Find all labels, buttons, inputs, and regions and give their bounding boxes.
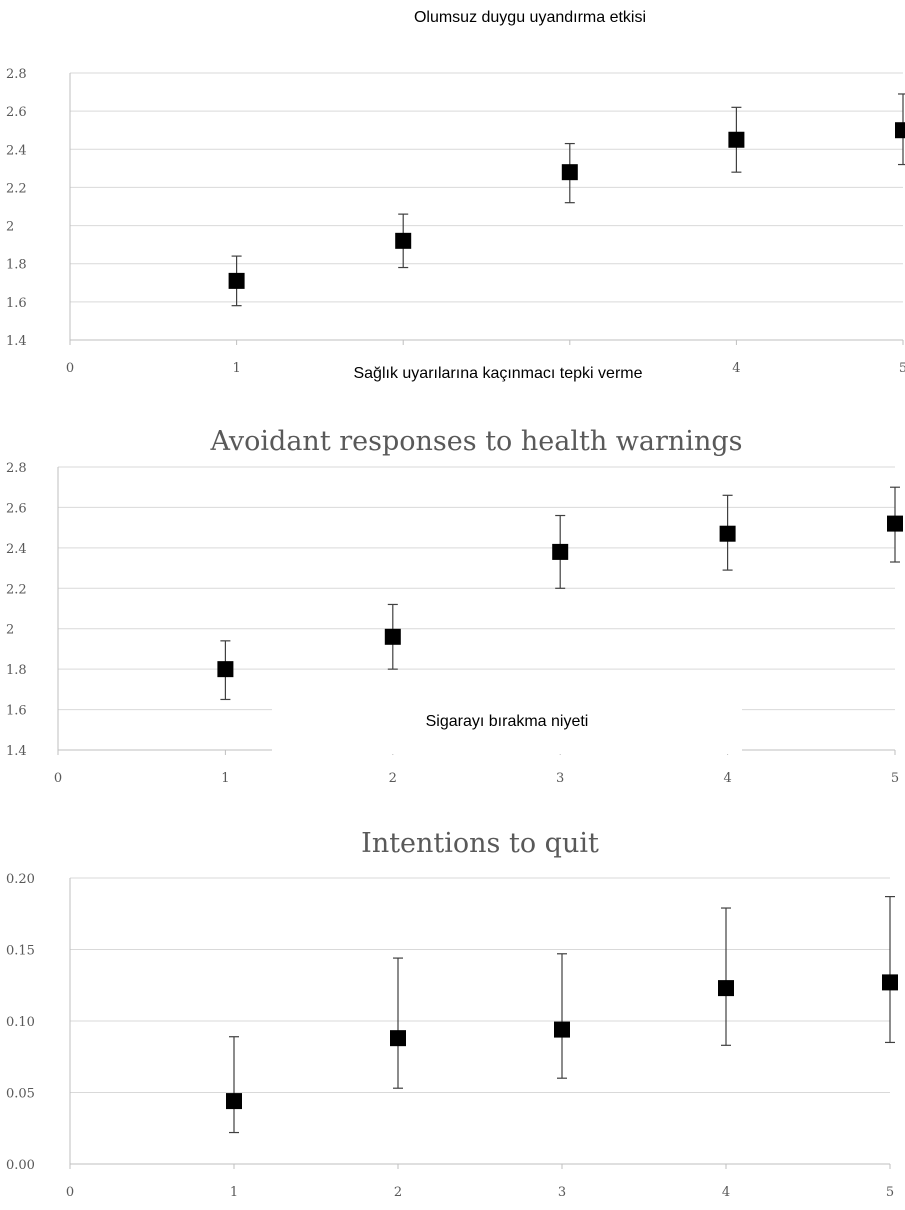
data-point (554, 1021, 570, 1038)
y-tick-label: 2.2 (6, 582, 27, 597)
x-tick-label: 5 (886, 1185, 894, 1200)
data-point (728, 131, 745, 148)
x-tick-label: 4 (723, 771, 731, 786)
y-tick-label: 2.6 (6, 501, 27, 516)
data-point (561, 164, 578, 181)
y-tick-label: 2 (6, 220, 14, 235)
y-tick-label: 1.6 (6, 296, 27, 311)
x-tick-label: 0 (66, 1185, 74, 1200)
x-tick-label: 5 (891, 771, 899, 786)
x-tick-label: 4 (732, 361, 740, 376)
data-point (228, 272, 245, 289)
y-tick-label: 2.2 (6, 181, 27, 196)
data-point (552, 543, 569, 560)
chart-3: 0.00 0.05 0.10 0.15 0.20 0 1 2 3 4 5 Intentions to … (6, 828, 898, 1200)
y-tick-label: 2 (6, 623, 14, 638)
data-point (226, 1093, 242, 1110)
y-tick-label: 1.6 (6, 704, 27, 719)
data-point (882, 974, 898, 991)
chart-title: Intentions to quit (361, 828, 599, 859)
y-tick-label: 0.05 (6, 1087, 35, 1102)
y-tick-label: 1.4 (6, 334, 27, 349)
x-tick-label: 0 (54, 771, 62, 786)
data-point (895, 122, 905, 139)
overlay-label-negative-emotion: Olumsuz duygu uyandırma etkisi (330, 6, 730, 30)
x-tick-label: 2 (394, 1185, 402, 1200)
x-tick-label: 5 (899, 361, 905, 376)
x-tick-label: 3 (558, 1185, 566, 1200)
data-point (384, 628, 401, 645)
y-tick-label: 2.6 (6, 105, 27, 120)
y-tick-label: 2.8 (6, 461, 27, 476)
y-tick-label: 0.15 (6, 944, 35, 959)
x-tick-label: 4 (722, 1185, 730, 1200)
y-tick-label: 0.00 (6, 1158, 35, 1173)
data-point (719, 525, 736, 542)
x-tick-label: 0 (66, 361, 74, 376)
data-point (887, 515, 903, 532)
x-tick-label: 1 (230, 1185, 238, 1200)
x-tick-label: 3 (556, 771, 564, 786)
data-point (718, 980, 734, 997)
x-tick-label: 1 (232, 361, 240, 376)
y-tick-label: 0.10 (6, 1015, 35, 1030)
y-tick-label: 0.20 (6, 872, 35, 887)
y-tick-label: 2.8 (6, 67, 27, 82)
y-tick-label: 2.4 (6, 542, 27, 557)
y-tick-label: 1.4 (6, 744, 27, 759)
data-point (390, 1030, 406, 1047)
y-tick-label: 2.4 (6, 143, 27, 158)
overlay-label-quit-intention: Sigarayı bırakma niyeti (272, 708, 742, 754)
chart-title: Avoidant responses to health warnings (210, 426, 743, 457)
x-tick-label: 2 (389, 771, 397, 786)
data-point (217, 661, 234, 678)
overlay-label-avoidant-response: Sağlık uyarılarına kaçınmacı tepki verme (278, 362, 718, 386)
data-point (395, 232, 412, 249)
y-tick-label: 1.8 (6, 663, 27, 678)
x-tick-label: 1 (221, 771, 229, 786)
y-tick-label: 1.8 (6, 258, 27, 273)
